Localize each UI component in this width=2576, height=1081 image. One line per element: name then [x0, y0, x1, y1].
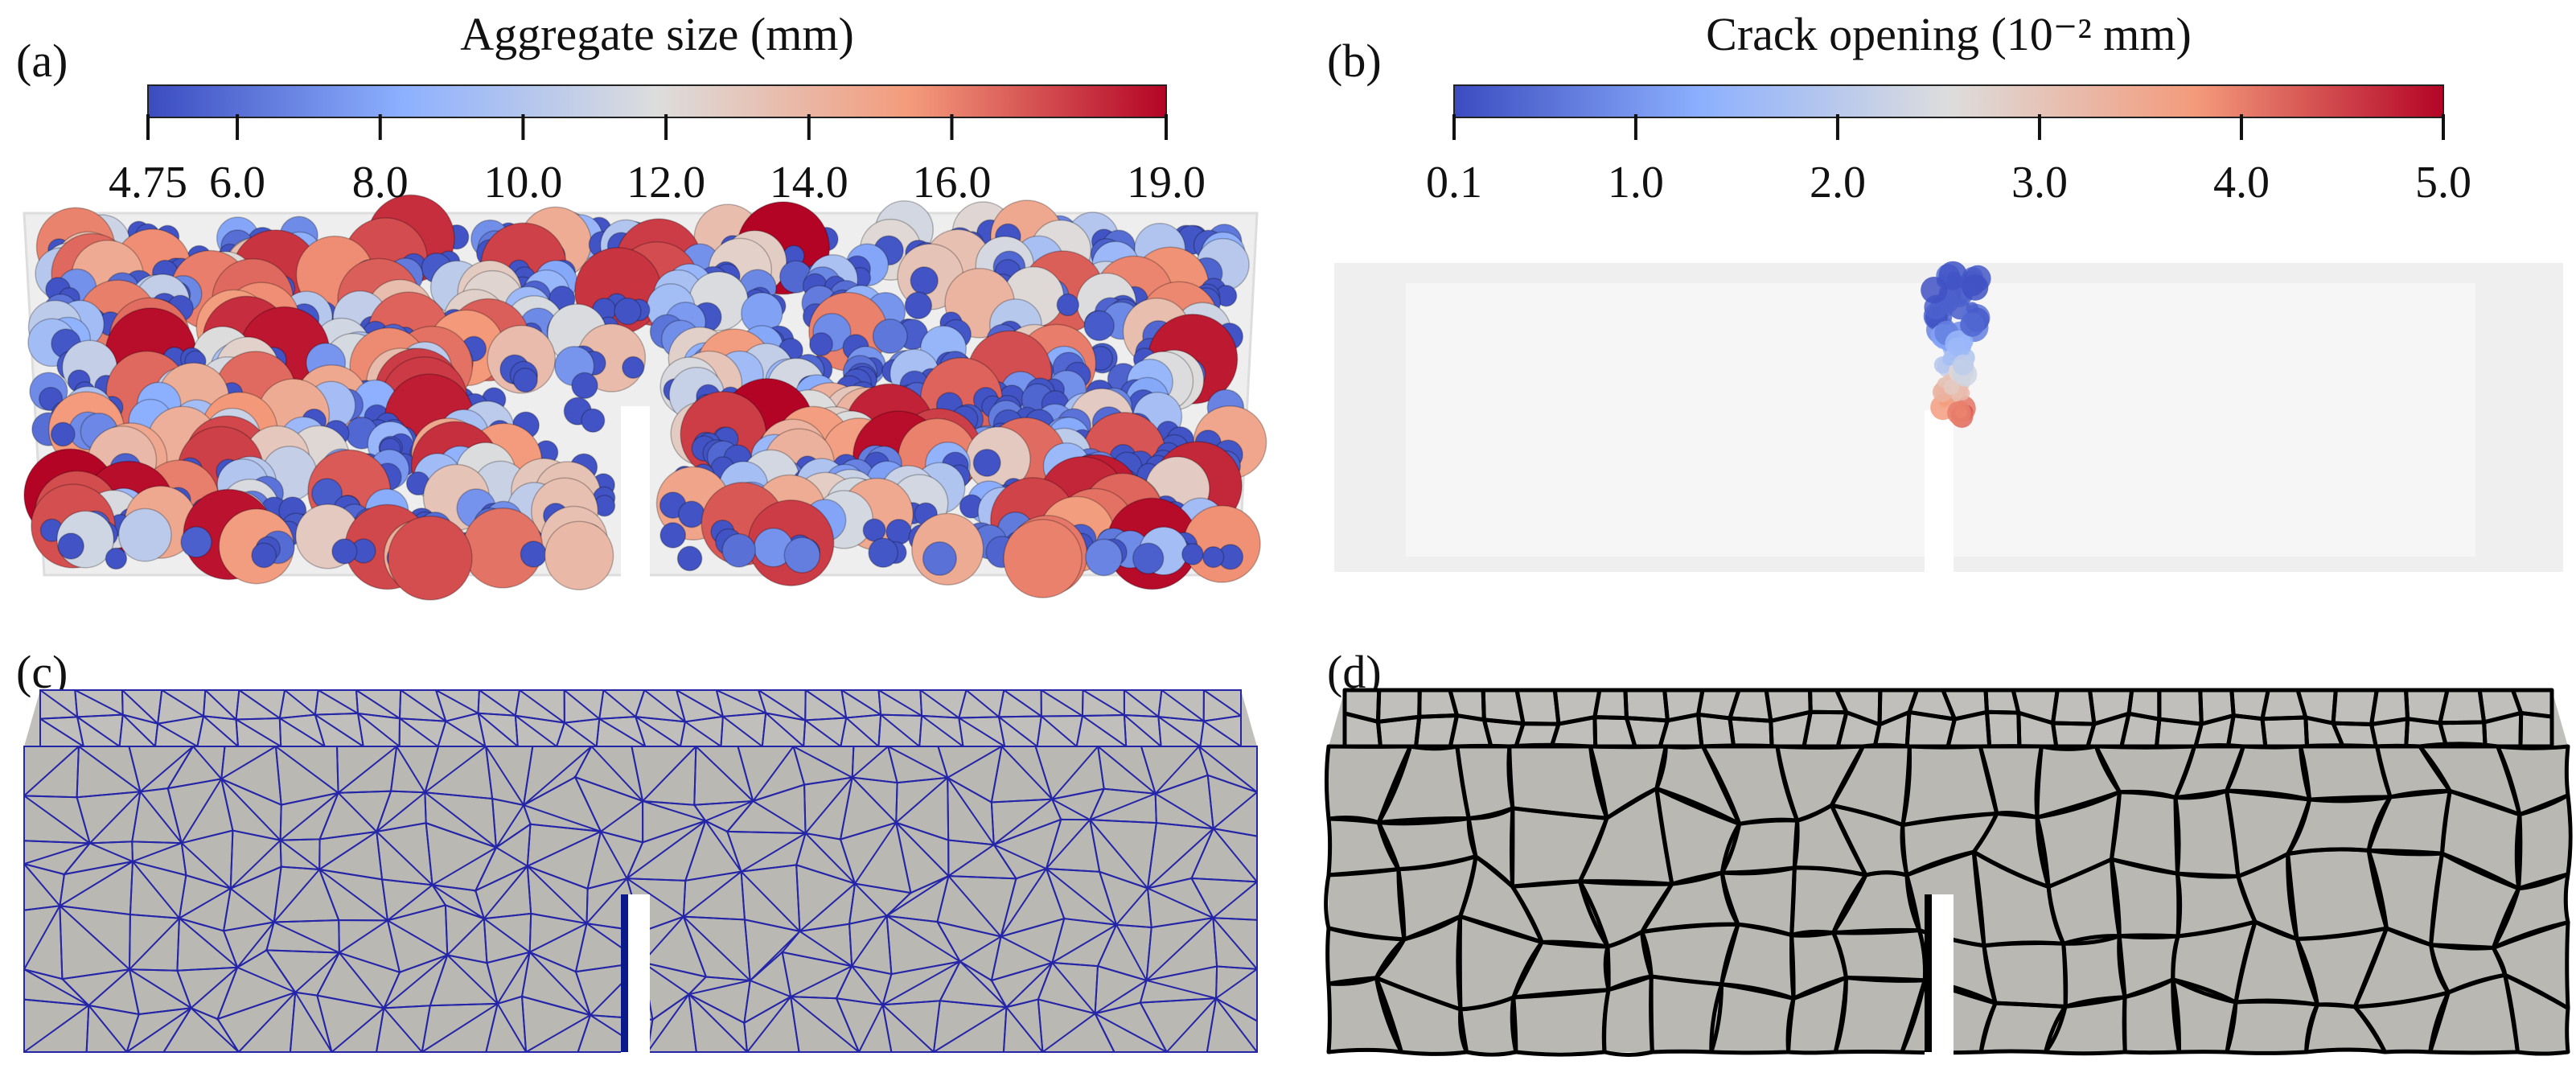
aggregate [809, 332, 833, 356]
colorbar-tick-label: 4.75 [109, 158, 187, 208]
aggregate [105, 547, 128, 570]
aggregate [1083, 310, 1115, 342]
aggregate [783, 536, 821, 573]
aggregate [862, 518, 886, 542]
crack-patch [1960, 312, 1985, 337]
colorbar-tick-label: 12.0 [627, 158, 705, 208]
aggregate [581, 408, 606, 433]
mesh-cell [1206, 997, 1258, 1053]
colorbar [1453, 84, 2444, 118]
specimen-top [24, 690, 1257, 746]
aggregate [117, 508, 172, 562]
aggregate [520, 540, 548, 568]
notch-edge [1925, 894, 1932, 1052]
colorbar-tick-label: 10.0 [483, 158, 562, 208]
aggregate [676, 545, 703, 572]
aggregate [1056, 293, 1080, 317]
colorbar-tick-label: 19.0 [1127, 158, 1206, 208]
aggregate [614, 297, 642, 326]
crack-patch [1943, 380, 1959, 395]
colorbar-tick-label: 14.0 [770, 158, 848, 208]
colorbar-tick-label: 6.0 [209, 158, 265, 208]
crack-patch [1954, 405, 1967, 418]
aggregate [50, 421, 76, 447]
notch [1925, 410, 1954, 572]
crack-patch [1962, 274, 1989, 301]
aggregate [922, 540, 957, 577]
aggregate [571, 372, 598, 400]
aggregate [544, 520, 614, 590]
aggregate [910, 266, 939, 295]
aggregate [251, 542, 277, 569]
aggregate [868, 537, 899, 569]
panel-label: (b) [1327, 35, 1382, 87]
aggregate [57, 532, 84, 560]
crack-patch [1921, 277, 1948, 304]
grain-cell [2491, 920, 2570, 1010]
colorbar-tick-label: 3.0 [2011, 158, 2068, 208]
crack-patch [1952, 354, 1974, 376]
colorbar-tick-label: 0.1 [1426, 158, 1482, 208]
panel-label: (a) [16, 35, 68, 87]
aggregate [622, 356, 645, 380]
notch-edge [621, 894, 628, 1052]
aggregate [387, 515, 473, 601]
mesh-cell [1199, 714, 1242, 747]
colorbar-tick-label: 2.0 [1810, 158, 1866, 208]
colorbar-tick-label: 8.0 [352, 158, 409, 208]
aggregate [659, 522, 687, 549]
notch [621, 406, 650, 579]
colorbar-tick-label: 1.0 [1608, 158, 1664, 208]
illustrations [23, 194, 2573, 1057]
aggregate [1085, 538, 1123, 577]
crack-patch [1947, 337, 1966, 356]
aggregate [512, 368, 538, 393]
crack-patch [1938, 261, 1968, 290]
aggregate [972, 448, 1001, 477]
colorbar-tick-label: 16.0 [912, 158, 991, 208]
grain-cell [2518, 710, 2554, 749]
aggregate [1003, 519, 1083, 598]
aggregate [872, 318, 908, 355]
colorbar [147, 84, 1167, 118]
aggregate [677, 500, 705, 528]
aggregate [331, 538, 358, 565]
aggregate [1181, 543, 1204, 565]
colorbar-tick-label: 5.0 [2415, 158, 2471, 208]
aggregate [904, 291, 933, 320]
colorbar-tick-label: 4.0 [2213, 158, 2270, 208]
aggregate [1132, 542, 1165, 574]
aggregate [721, 533, 757, 568]
colorbar-title: Crack opening (10⁻² mm) [1706, 8, 2192, 60]
colorbar-title: Aggregate size (mm) [460, 8, 854, 60]
crack-patch [1942, 351, 1957, 366]
grain-cell [2503, 972, 2570, 1056]
aggregate [1202, 545, 1225, 569]
aggregate [180, 526, 212, 558]
